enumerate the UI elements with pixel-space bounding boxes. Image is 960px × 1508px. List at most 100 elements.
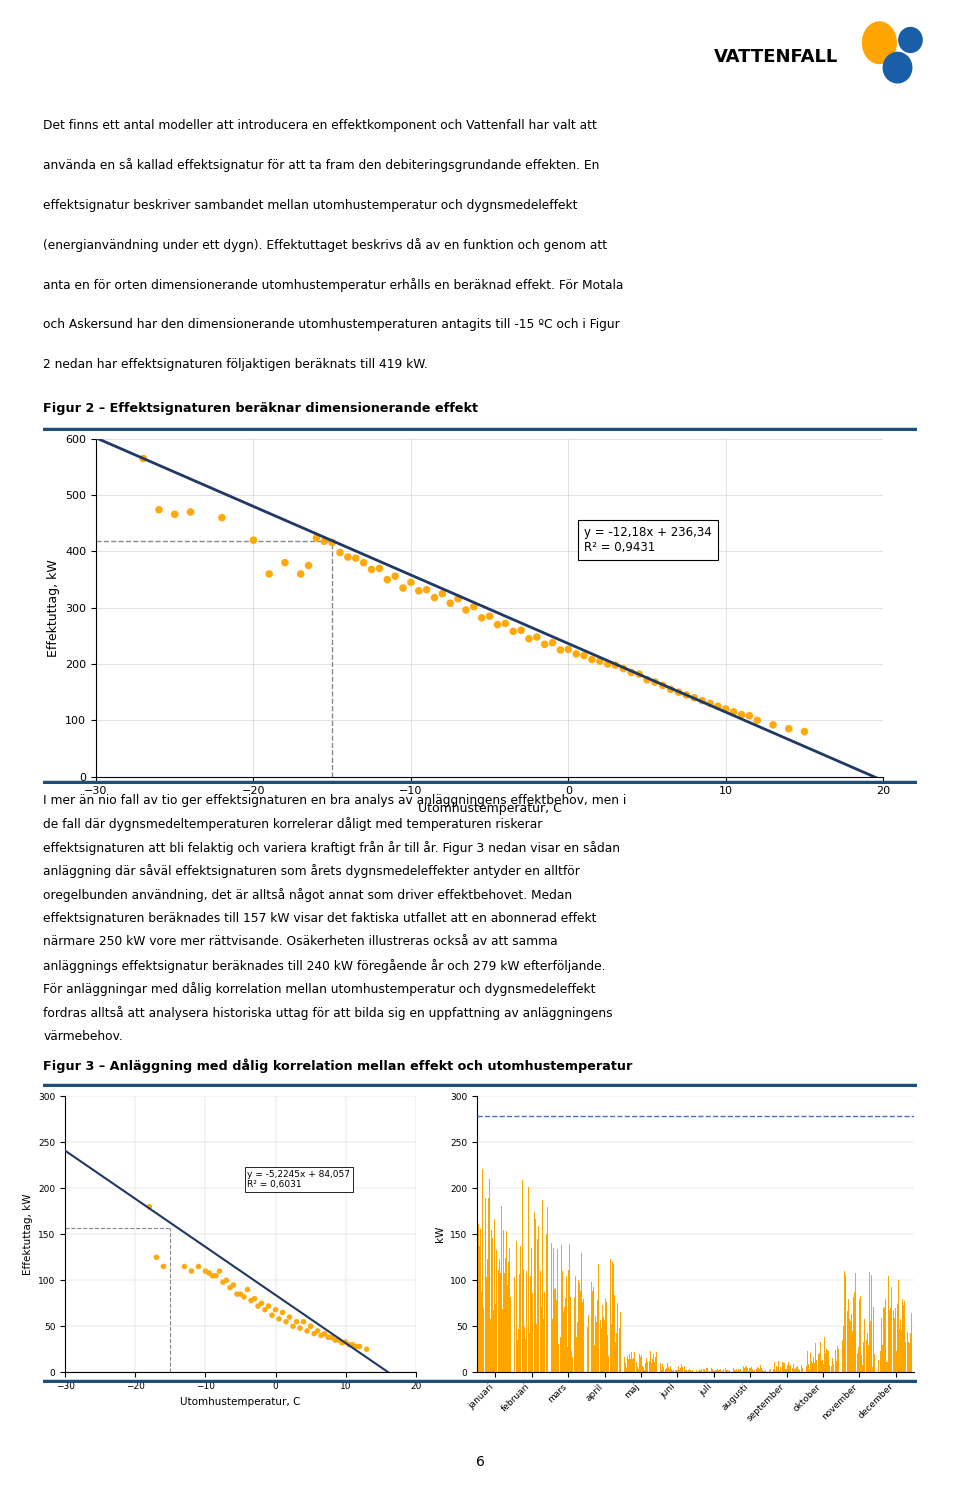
Bar (906, 1332, 907, 1372)
Bar (636, 1368, 637, 1372)
Point (364, 558, 379, 582)
Bar (774, 1362, 775, 1372)
Bar (601, 1327, 602, 1372)
Point (781, 716, 797, 740)
Bar (782, 1363, 783, 1372)
Point (247, 1286, 262, 1310)
Point (359, 1338, 374, 1362)
Point (246, 528, 261, 552)
Bar (868, 1345, 869, 1372)
Bar (749, 1368, 750, 1372)
Bar (626, 1368, 627, 1372)
Point (388, 564, 403, 588)
Point (198, 1259, 213, 1283)
Bar (576, 1338, 577, 1372)
Text: 6: 6 (475, 1455, 485, 1469)
Bar (853, 1297, 854, 1372)
Bar (727, 1369, 728, 1372)
Bar (857, 1347, 858, 1372)
Point (167, 502, 182, 526)
Bar (501, 1206, 502, 1372)
Text: y = -12,18x + 236,34
R² = 0,9431: y = -12,18x + 236,34 R² = 0,9431 (584, 526, 711, 553)
Bar (786, 1369, 787, 1372)
Bar (741, 1371, 742, 1372)
Bar (479, 1246, 480, 1372)
Text: närmare 250 kW vore mer rättvisande. Osäkerheten illustreras också av att samma: närmare 250 kW vore mer rättvisande. Osä… (43, 935, 558, 949)
Point (703, 691, 718, 715)
Point (202, 1261, 217, 1285)
Bar (772, 1368, 773, 1372)
Text: Det finns ett antal modeller att introducera en effektkomponent och Vattenfall h: Det finns ett antal modeller att introdu… (43, 119, 597, 133)
Bar (566, 1276, 567, 1372)
Bar (835, 1350, 836, 1372)
Point (152, 498, 167, 522)
Point (135, 446, 151, 470)
Bar (525, 1339, 526, 1372)
Bar (855, 1273, 856, 1372)
Bar (903, 1306, 904, 1372)
Point (592, 648, 608, 673)
Bar (904, 1301, 905, 1372)
Point (686, 686, 702, 710)
Bar (668, 1368, 669, 1372)
Point (182, 501, 198, 525)
Point (608, 653, 623, 677)
Bar (488, 1199, 489, 1372)
Bar (745, 1368, 746, 1372)
Point (289, 1309, 304, 1333)
Point (317, 529, 332, 553)
Y-axis label: Effektuttag, kW: Effektuttag, kW (23, 1193, 33, 1276)
Bar (674, 1371, 675, 1372)
Bar (769, 1369, 770, 1372)
Bar (604, 1321, 605, 1372)
Bar (743, 1366, 744, 1372)
Point (300, 553, 316, 578)
Bar (863, 1342, 864, 1372)
Bar (678, 1366, 679, 1372)
Bar (809, 1369, 810, 1372)
Bar (911, 1313, 912, 1372)
Bar (669, 1369, 670, 1372)
Bar (701, 1369, 702, 1372)
Bar (783, 1363, 784, 1372)
Bar (851, 1313, 852, 1372)
Bar (757, 1368, 758, 1372)
Bar (739, 1371, 740, 1372)
Bar (878, 1360, 879, 1372)
Bar (747, 1368, 748, 1372)
Text: de fall där dygnsmedeltemperaturen korrelerar dåligt med temperaturen riskerar: de fall där dygnsmedeltemperaturen korre… (43, 817, 542, 831)
Point (372, 556, 387, 581)
Bar (827, 1350, 828, 1372)
Bar (879, 1351, 880, 1372)
Point (585, 647, 600, 671)
Bar (707, 1368, 708, 1372)
Bar (625, 1363, 626, 1372)
Bar (901, 1330, 902, 1372)
Text: Figur 2 – Effektsignaturen beräknar dimensionerande effekt: Figur 2 – Effektsignaturen beräknar dime… (43, 403, 478, 415)
Bar (703, 1369, 704, 1372)
Point (261, 562, 276, 587)
Bar (909, 1344, 910, 1372)
Bar (762, 1369, 763, 1372)
Bar (632, 1353, 633, 1372)
Point (797, 719, 812, 743)
Bar (847, 1310, 848, 1372)
Bar (661, 1371, 662, 1372)
Point (277, 550, 293, 575)
Point (443, 591, 458, 615)
Bar (832, 1365, 833, 1372)
Bar (510, 1249, 511, 1372)
Text: Figur 3 – Anläggning med dålig korrelation mellan effekt och utomhustemperatur: Figur 3 – Anläggning med dålig korrelati… (43, 1059, 633, 1074)
Bar (800, 1371, 801, 1372)
Point (647, 670, 662, 694)
Bar (516, 1341, 517, 1372)
Bar (614, 1295, 615, 1372)
Point (293, 562, 308, 587)
Bar (656, 1353, 657, 1372)
Bar (886, 1362, 887, 1372)
Bar (597, 1300, 598, 1372)
Bar (654, 1362, 655, 1372)
Point (268, 1298, 283, 1323)
Bar (480, 1229, 481, 1372)
Bar (789, 1366, 790, 1372)
